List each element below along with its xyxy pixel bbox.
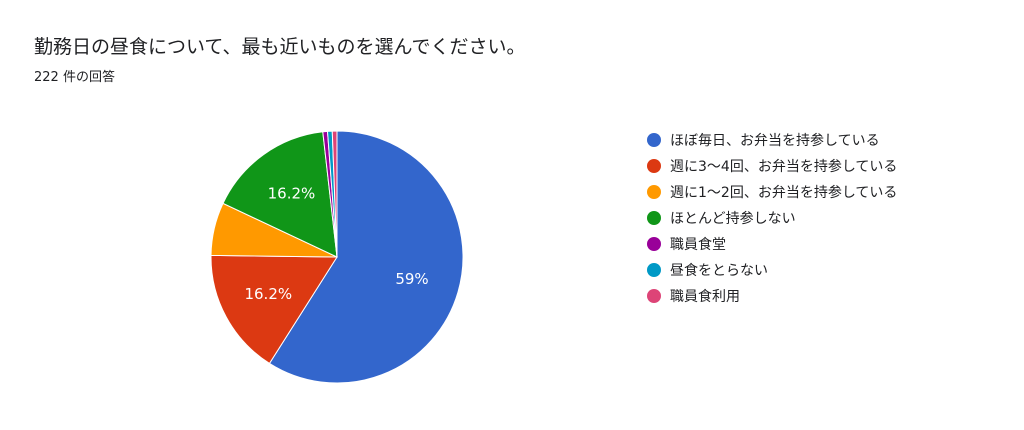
legend-swatch-icon: [647, 263, 661, 277]
legend-swatch-icon: [647, 237, 661, 251]
pie-slice-1[interactable]: [268, 130, 464, 384]
legend-label: 職員食堂: [670, 237, 726, 253]
legend-swatch-icon: [647, 185, 661, 199]
question-title: 勤務日の昼食について、最も近いものを選んでください。: [34, 36, 526, 58]
legend-swatch-icon: [647, 133, 661, 147]
legend-label: 昼食をとらない: [670, 263, 768, 279]
pie-slice-label-4: 16.2%: [268, 185, 316, 203]
pie-slice-4[interactable]: [222, 131, 338, 258]
legend-item-5[interactable]: 職員食堂: [647, 231, 897, 257]
legend-label: 週に3〜4回、お弁当を持参している: [670, 159, 898, 175]
pie-slice-7[interactable]: [331, 130, 338, 258]
legend-swatch-icon: [647, 211, 661, 225]
legend-item-1[interactable]: ほぼ毎日、お弁当を持参している: [647, 127, 897, 153]
legend-swatch-icon: [647, 289, 661, 303]
pie-slice-label-1: 59%: [395, 270, 428, 288]
legend-item-3[interactable]: 週に1〜2回、お弁当を持参している: [647, 179, 897, 205]
legend-item-2[interactable]: 週に3〜4回、お弁当を持参している: [647, 153, 897, 179]
chart-legend: ほぼ毎日、お弁当を持参している週に3〜4回、お弁当を持参している 週に1〜2回、お…: [647, 127, 897, 309]
legend-label: 職員食利用: [670, 289, 740, 305]
legend-item-4[interactable]: ほとんど持参しない: [647, 205, 897, 231]
legend-swatch-icon: [647, 159, 661, 173]
legend-item-6[interactable]: 昼食をとらない: [647, 257, 897, 283]
legend-label: ほぼ毎日、お弁当を持参している: [670, 133, 880, 149]
pie-chart: 59% 16.2% 16.2%: [210, 130, 464, 384]
pie-slice-2[interactable]: [210, 254, 338, 365]
pie-slice-label-2: 16.2%: [244, 285, 292, 303]
legend-label: 週に1〜2回、お弁当を持参している: [670, 185, 898, 201]
response-count: 222 件の回答: [34, 70, 115, 85]
legend-label: ほとんど持参しない: [670, 211, 796, 227]
legend-item-7[interactable]: 職員食利用: [647, 283, 897, 309]
